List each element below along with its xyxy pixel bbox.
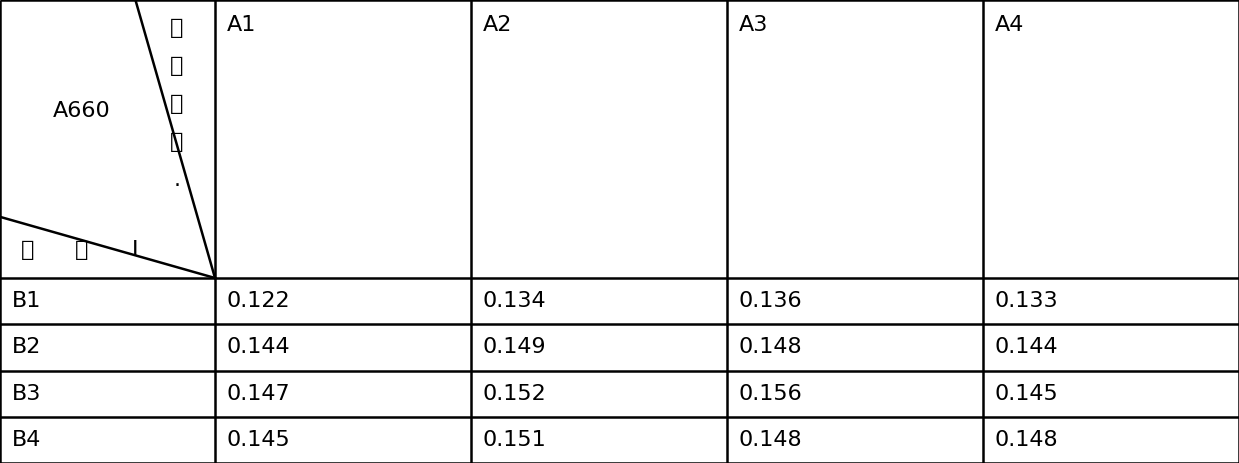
Text: 0.149: 0.149 bbox=[483, 338, 546, 357]
Text: 0.151: 0.151 bbox=[483, 430, 546, 450]
Text: 0.144: 0.144 bbox=[227, 338, 291, 357]
Text: A3: A3 bbox=[738, 15, 768, 35]
Text: 酶: 酶 bbox=[76, 240, 88, 260]
Text: 0.156: 0.156 bbox=[738, 384, 803, 404]
Text: 辅: 辅 bbox=[21, 240, 35, 260]
Text: 0.134: 0.134 bbox=[483, 291, 546, 311]
Text: A4: A4 bbox=[995, 15, 1025, 35]
Text: A2: A2 bbox=[483, 15, 513, 35]
Text: 0.147: 0.147 bbox=[227, 384, 291, 404]
Text: 0.145: 0.145 bbox=[995, 384, 1059, 404]
Text: B4: B4 bbox=[12, 430, 41, 450]
Text: 0.148: 0.148 bbox=[995, 430, 1058, 450]
Text: 化: 化 bbox=[170, 56, 183, 76]
Text: 0.152: 0.152 bbox=[483, 384, 546, 404]
Text: .: . bbox=[173, 170, 181, 190]
Text: 红: 红 bbox=[170, 132, 183, 152]
Text: 0.148: 0.148 bbox=[738, 430, 803, 450]
Text: 0.145: 0.145 bbox=[227, 430, 291, 450]
Text: 0.122: 0.122 bbox=[227, 291, 291, 311]
Text: A1: A1 bbox=[227, 15, 256, 35]
Text: I: I bbox=[133, 240, 139, 260]
Text: 0.144: 0.144 bbox=[995, 338, 1058, 357]
Text: 0.136: 0.136 bbox=[738, 291, 803, 311]
Text: B1: B1 bbox=[12, 291, 41, 311]
Text: 0.148: 0.148 bbox=[738, 338, 803, 357]
Text: 0.133: 0.133 bbox=[995, 291, 1058, 311]
Text: 血: 血 bbox=[170, 94, 183, 114]
Text: B2: B2 bbox=[12, 338, 41, 357]
Text: 绿: 绿 bbox=[170, 18, 183, 38]
Text: A660: A660 bbox=[53, 101, 110, 121]
Text: B3: B3 bbox=[12, 384, 41, 404]
